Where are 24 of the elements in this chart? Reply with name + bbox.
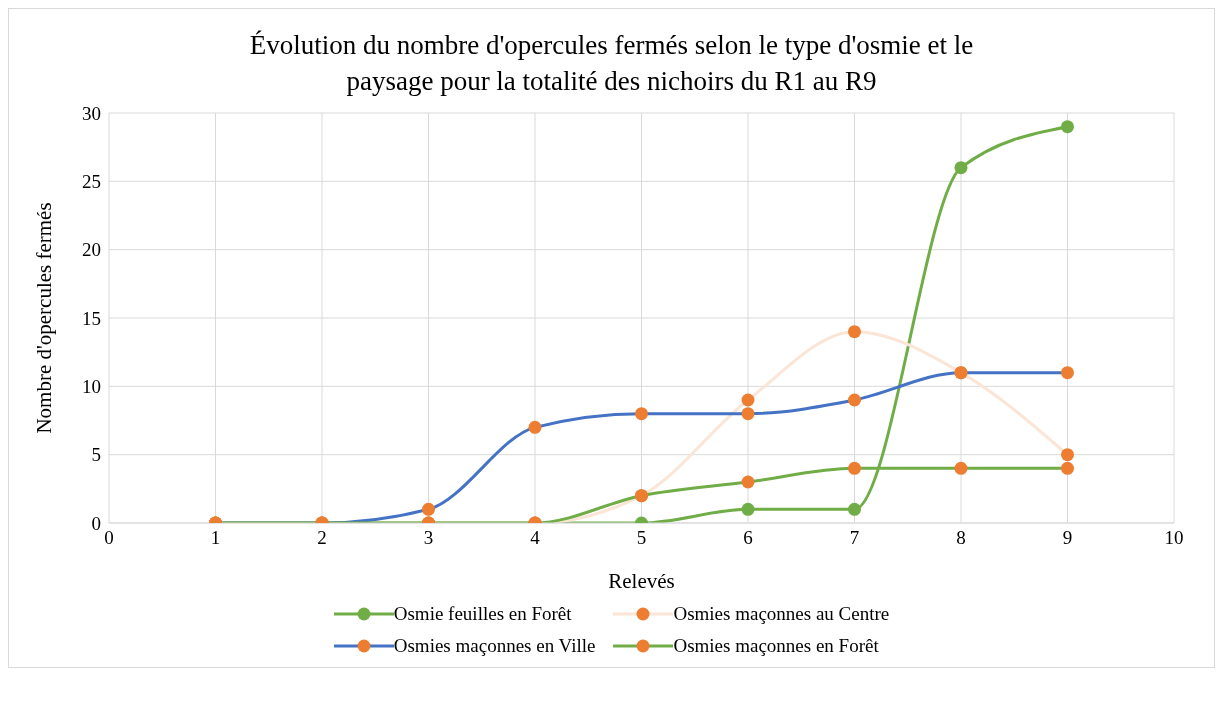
x-tick-label: 8 bbox=[956, 527, 966, 549]
x-tick-label: 3 bbox=[423, 527, 434, 549]
x-tick-label: 1 bbox=[210, 527, 221, 549]
x-tick-label: 9 bbox=[1062, 527, 1073, 549]
x-tick-label: 6 bbox=[743, 527, 753, 549]
legend-label: Osmie feuilles en Forêt bbox=[393, 603, 572, 625]
legend-label: Osmies maçonnes en Ville bbox=[393, 635, 596, 657]
y-tick-label: 15 bbox=[82, 307, 101, 329]
x-tick-label: 4 bbox=[530, 527, 541, 549]
x-axis-title: Relevés bbox=[608, 569, 675, 593]
chart-title: Évolution du nombre d'opercules fermés selon le type d'osmie et le paysage pour la totalité des nichoirs du R1 au R9 bbox=[248, 29, 975, 98]
y-tick-label: 0 bbox=[91, 512, 101, 534]
x-tick-label: 5 bbox=[636, 527, 647, 549]
legend-label: Osmies maçonnes en Forêt bbox=[673, 635, 879, 657]
x-tick-label: 2 bbox=[317, 527, 327, 549]
x-tick-label: 10 bbox=[1164, 527, 1184, 549]
y-axis-title: Nombre d'opercules fermés bbox=[32, 202, 57, 434]
y-tick-label: 25 bbox=[82, 171, 101, 193]
x-tick-label: 7 bbox=[849, 527, 860, 549]
legend-label: Osmies maçonnes au Centre bbox=[673, 603, 890, 625]
y-tick-label: 10 bbox=[82, 376, 101, 398]
y-tick-label: 5 bbox=[91, 444, 101, 466]
y-tick-label: 30 bbox=[82, 102, 101, 124]
y-tick-label: 20 bbox=[82, 239, 101, 261]
